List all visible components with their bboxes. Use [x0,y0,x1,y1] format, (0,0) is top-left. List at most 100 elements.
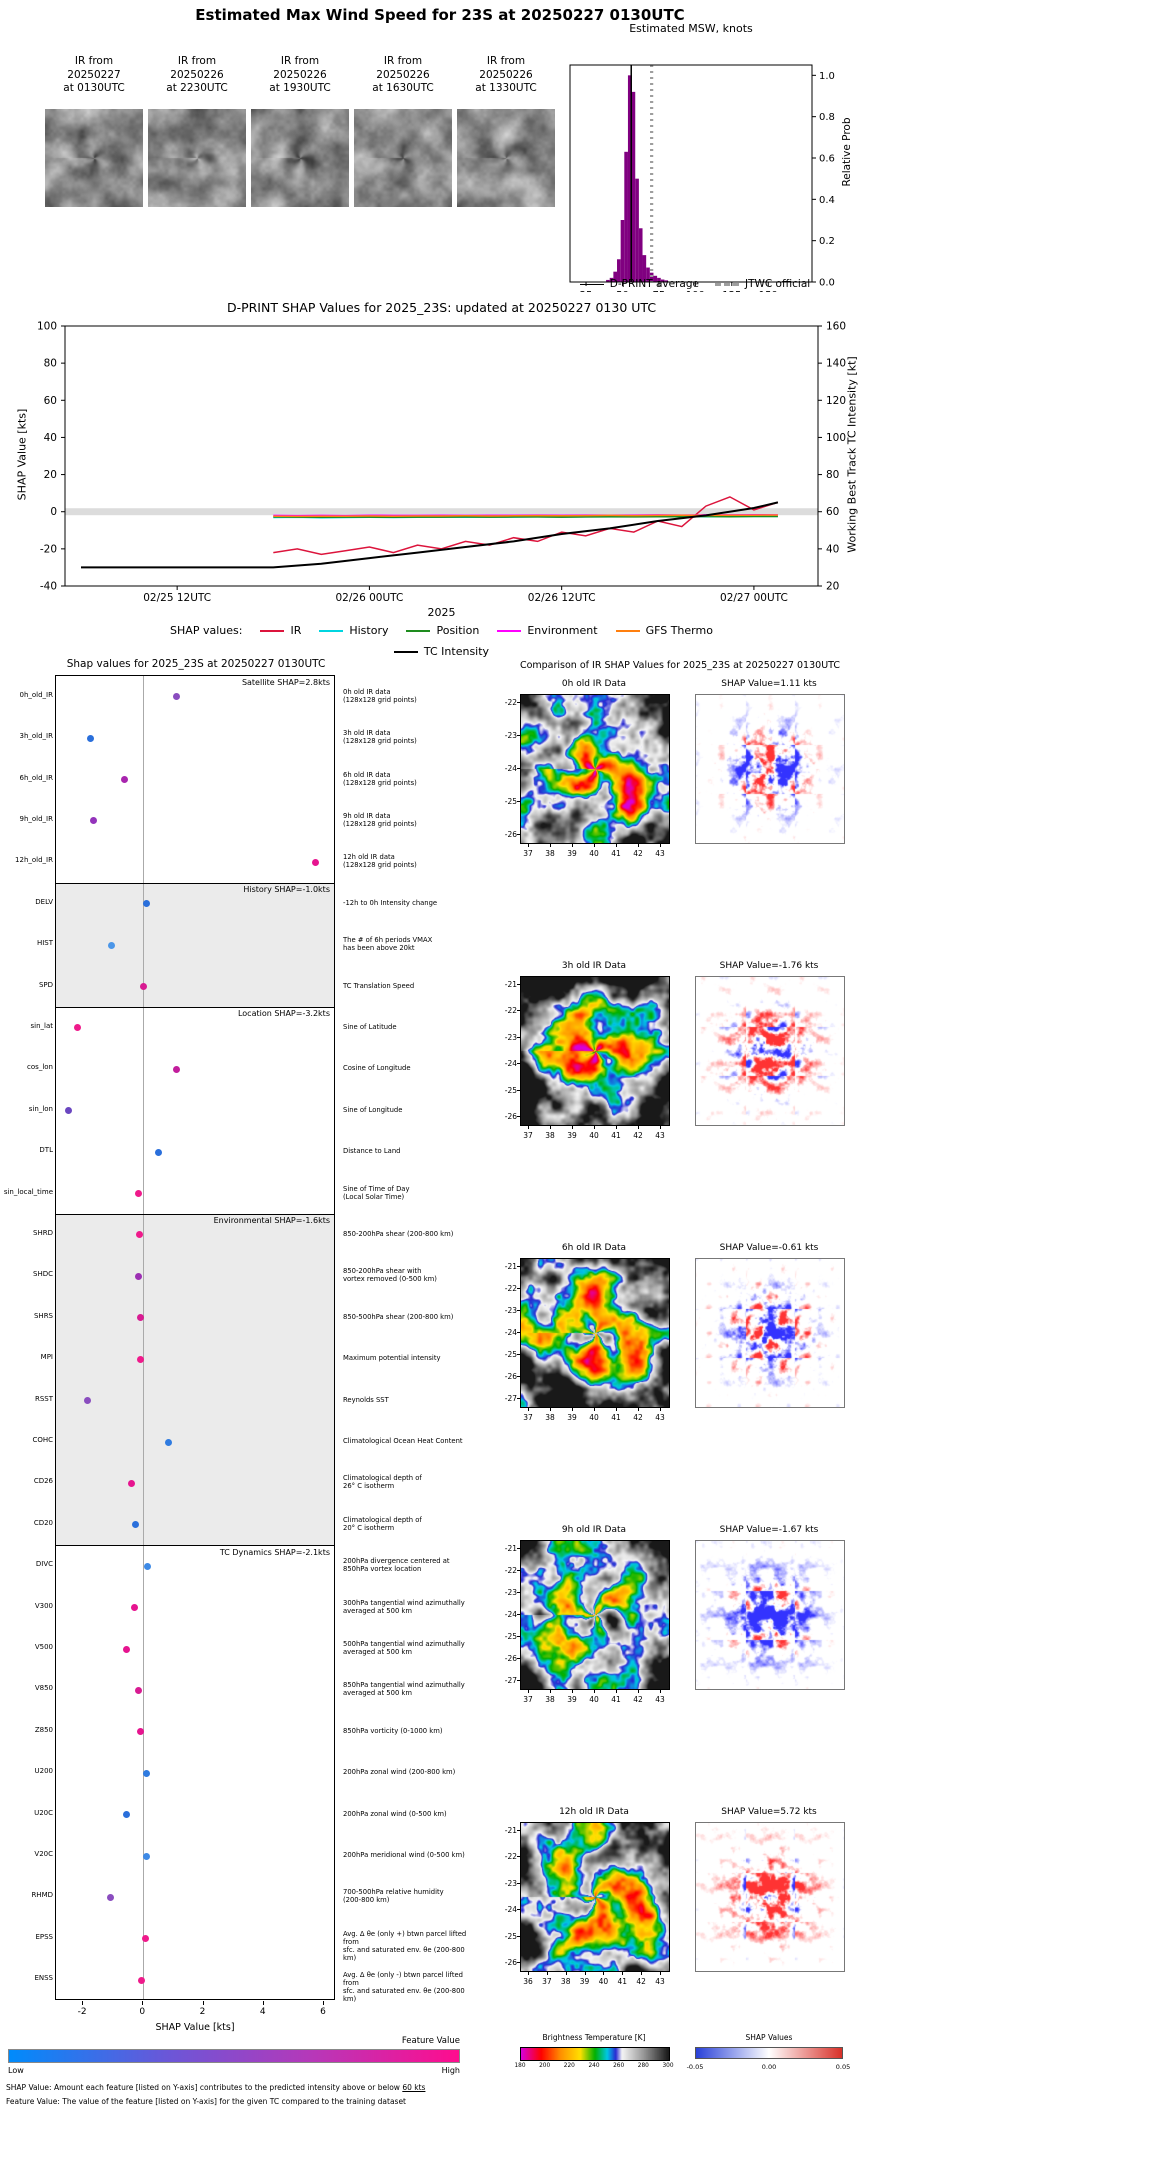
ir-y-tick-label: -22 [504,1852,517,1862]
ir-thumbnail-label-line: IR from [486,55,526,67]
feature-label-DELV: DELV [35,897,53,906]
histogram-legend-label: JTWC official [745,278,811,290]
feature-desc-RSST: Reynolds SST [343,1396,480,1404]
shap-dot-CD26 [127,1479,135,1487]
ir-x-tick [660,844,661,847]
ir-x-tick-label: 39 [579,1977,590,1986]
shap-feature-panel: Shap values for 2025_23S at 20250227 013… [0,655,480,2158]
feature-desc-HIST: The # of 6h periods VMAX has been above 2… [343,936,480,952]
ir-thumbnail-label-line: 20250226 [376,68,430,81]
ir-image-title-4: 12h old IR Data [559,1807,629,1817]
brightness-temp-colorbar-label: Brightness Temperature [K] [542,2033,646,2042]
ir-x-tick [528,1408,529,1411]
feature-desc-line: Cosine of Longitude [343,1064,411,1073]
series-line-ir [273,496,779,556]
group-header: TC Dynamics SHAP=-2.1kts [219,1547,330,1557]
feature-label-Z850: Z850 [34,1725,53,1734]
feature-desc-line: 26° C isotherm [343,1482,395,1491]
feature-label-MPI: MPI [40,1353,53,1362]
ir-x-tick-label: 38 [560,1977,571,1986]
ir-x-tick-label: 37 [542,1977,552,1986]
hist-bar [649,272,654,282]
feature-label-EPSS: EPSS [35,1932,53,1941]
brightness-temp-colorbar [520,2047,670,2061]
ir-thumbnail-3: IR from 20250226 at 1630UTC [354,55,452,207]
ir-x-tick [572,1690,573,1693]
feature-desc-line: 850-200hPa shear with [343,1267,422,1276]
feature-label-sin_lon: sin_lon [28,1104,53,1113]
ir-y-tick [517,1935,520,1937]
shap-x-tick [322,2001,324,2005]
timeseries-legend-label: Position [436,624,480,637]
msw-histogram-panel: Estimated MSW, knots 25 50 75 100 125 150 0.0 0… [555,18,885,308]
hist-bar [642,255,647,282]
shap-noise-image-0 [695,694,845,844]
ir-y-tick [517,1570,520,1571]
feature-desc-line: (128x128 grid points) [343,819,417,828]
feature-label-SHRD: SHRD [33,1228,53,1237]
feature-desc-line: 850hPa vortex location [343,1565,422,1574]
shap-dot-SPD [140,983,148,991]
ir-x-tick-label: 37 [523,1413,533,1422]
shap-dot-0h_old_IR [173,693,181,701]
ir-y-tick [517,1614,520,1615]
shap-colorbar-tick-label: -0.05 [686,2063,704,2071]
legend-swatch [615,629,640,632]
ir-x-tick [565,1972,567,1975]
shap-dot-3h_old_IR [86,734,94,742]
feature-desc-line: sfc. and saturated env. θe (200-800 km) [343,1987,465,2004]
group-header: Location SHAP=-3.2kts [237,1009,330,1019]
feature-desc-SHDC: 850-200hPa shear with vortex removed (0-5… [343,1267,480,1283]
feature-desc-line: 0h old IR data [343,687,391,696]
ir-x-tick [594,1690,595,1693]
histogram-ylabel: Relative Prob [841,117,853,187]
timeseries-legend-item: History [319,624,388,637]
colorbar-high-label: High [441,2066,460,2075]
hist-bar [653,275,658,282]
ts-left-tick-label: -20 [40,543,57,555]
ir-y-tick [517,1332,520,1333]
ir-x-tick-label: 39 [567,849,577,858]
timeseries-legend-row1: SHAP values: IR History Position Environment… [0,624,883,637]
ts-right-tick-label: 160 [826,321,846,333]
ts-left-tick-label: 60 [44,395,57,407]
feature-label-U20C: U20C [34,1808,53,1817]
feature-desc-line: 850hPa tangential wind azimuthally [343,1681,465,1690]
shap-x-tick [202,2001,204,2005]
group-header: History SHAP=-1.0kts [243,885,330,895]
ir-y-tick-label: -23 [504,1588,517,1597]
feature-desc-SHRS: 850-500hPa shear (200-800 km) [343,1313,480,1321]
feature-desc-line: 300hPa tangential wind azimuthally [343,1598,465,1607]
shap-dot-DIVC [144,1562,152,1570]
ir-thumbnail-label-line: 20250226 [479,68,533,81]
ir-color-image-1 [520,976,670,1126]
feature-desc-line: averaged at 500 km [343,1606,412,1615]
histogram-legend-item: D-PRINT average [579,278,699,290]
ir-y-tick-label: -23 [504,1306,517,1315]
jtwc-swatch [715,282,739,286]
shap-noise-image-4 [695,1822,845,1972]
feature-desc-12h_old_IR: 12h old IR data (128x128 grid points) [343,853,480,869]
ir-x-tick-label: 43 [655,1131,665,1140]
ir-y-tick [517,1592,520,1593]
ir-y-tick [517,1398,520,1399]
group-divider [56,1213,334,1215]
shap-image-title-4: SHAP Value=5.72 kts [721,1807,817,1817]
feature-desc-SPD: TC Translation Speed [343,982,480,990]
hist-bar [613,271,618,282]
ir-x-tick-label: 40 [589,849,599,858]
ir-thumbnail-4: IR from 20250226 at 1330UTC [457,55,555,207]
feature-label-cos_lon: cos_lon [27,1063,53,1072]
ts-x-tick-label: 02/26 00UTC [336,592,404,603]
ir-y-tick [517,1089,520,1091]
feature-label-DIVC: DIVC [35,1560,53,1569]
ir-x-tick [550,844,551,847]
timeseries-legend-item: TC Intensity [393,645,489,658]
ir-x-tick [638,844,639,847]
hist-bar [631,91,636,282]
timeseries-title: D-PRINT SHAP Values for 2025_23S: update… [226,300,657,315]
hist-x-tick-label: 125 [722,290,741,292]
feature-label-V300: V300 [34,1601,53,1610]
hist-x-tick-label: 150 [759,290,778,292]
feature-label-V500: V500 [34,1643,53,1652]
